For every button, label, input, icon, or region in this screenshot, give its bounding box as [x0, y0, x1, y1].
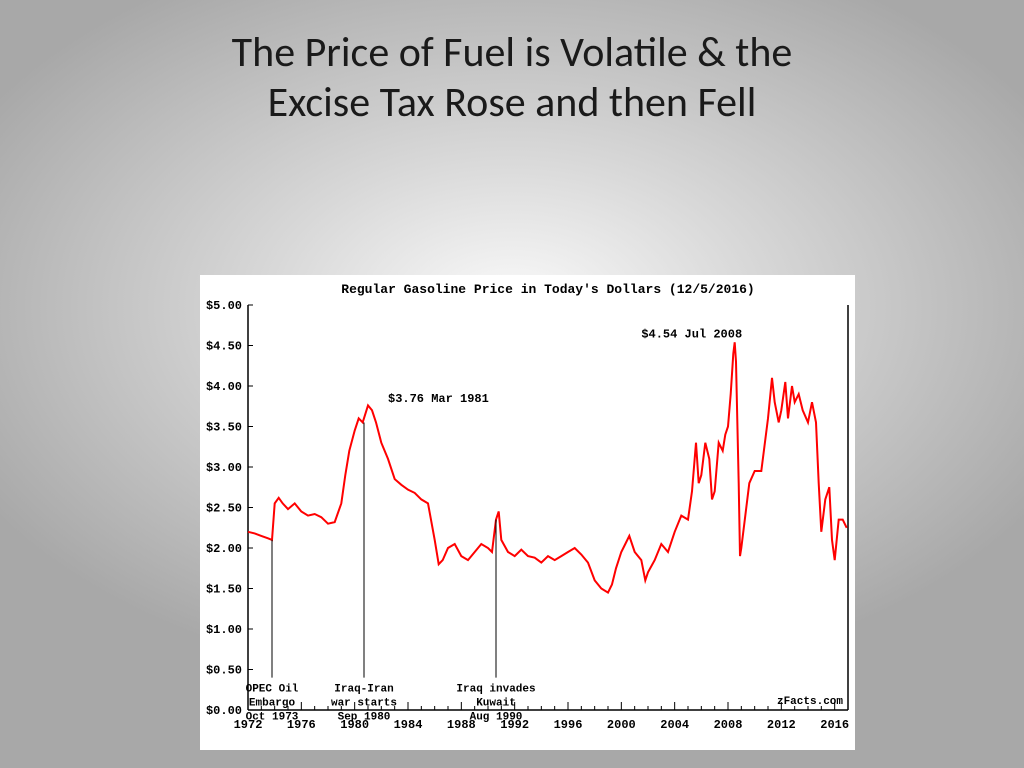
x-tick-label: 2000: [607, 718, 636, 732]
y-tick-label: $3.50: [206, 421, 242, 435]
value-annotation: $3.76 Mar 1981: [388, 392, 489, 406]
event-label: Iraq-Iran: [334, 684, 393, 696]
event-label: Iraq invades: [456, 684, 535, 696]
x-tick-label: 2016: [820, 718, 849, 732]
chart-svg: Regular Gasoline Price in Today's Dollar…: [200, 275, 855, 750]
event-label: Sep 1980: [338, 712, 391, 724]
x-tick-label: 1996: [554, 718, 583, 732]
price-series: [248, 342, 847, 592]
source-label: zFacts.com: [777, 696, 843, 708]
slide: The Price of Fuel is Volatile & the Exci…: [0, 0, 1024, 768]
y-tick-label: $4.00: [206, 380, 242, 394]
y-tick-label: $0.50: [206, 664, 242, 678]
x-tick-label: 2008: [714, 718, 743, 732]
event-label: Aug 1990: [470, 712, 523, 724]
title-line1: The Price of Fuel is Volatile & the: [232, 27, 793, 78]
x-tick-label: 2004: [660, 718, 689, 732]
chart-title: Regular Gasoline Price in Today's Dollar…: [341, 282, 754, 297]
y-tick-label: $5.00: [206, 299, 242, 313]
event-label: Oct 1973: [246, 712, 299, 724]
y-tick-label: $2.00: [206, 542, 242, 556]
title-line2: Excise Tax Rose and then Fell: [268, 77, 757, 128]
event-label: war starts: [331, 698, 397, 710]
y-tick-label: $3.00: [206, 461, 242, 475]
y-tick-label: $0.00: [206, 704, 242, 718]
y-tick-label: $2.50: [206, 502, 242, 516]
event-label: Kuwait: [476, 698, 516, 710]
y-tick-label: $1.50: [206, 583, 242, 597]
event-label: Embargo: [249, 698, 296, 710]
gasoline-price-chart: Regular Gasoline Price in Today's Dollar…: [200, 275, 855, 750]
y-tick-label: $1.00: [206, 623, 242, 637]
event-label: OPEC Oil: [246, 684, 299, 696]
x-tick-label: 2012: [767, 718, 796, 732]
slide-title: The Price of Fuel is Volatile & the Exci…: [0, 28, 1024, 129]
y-tick-label: $4.50: [206, 340, 242, 354]
x-tick-label: 1984: [394, 718, 423, 732]
value-annotation: $4.54 Jul 2008: [641, 327, 742, 341]
